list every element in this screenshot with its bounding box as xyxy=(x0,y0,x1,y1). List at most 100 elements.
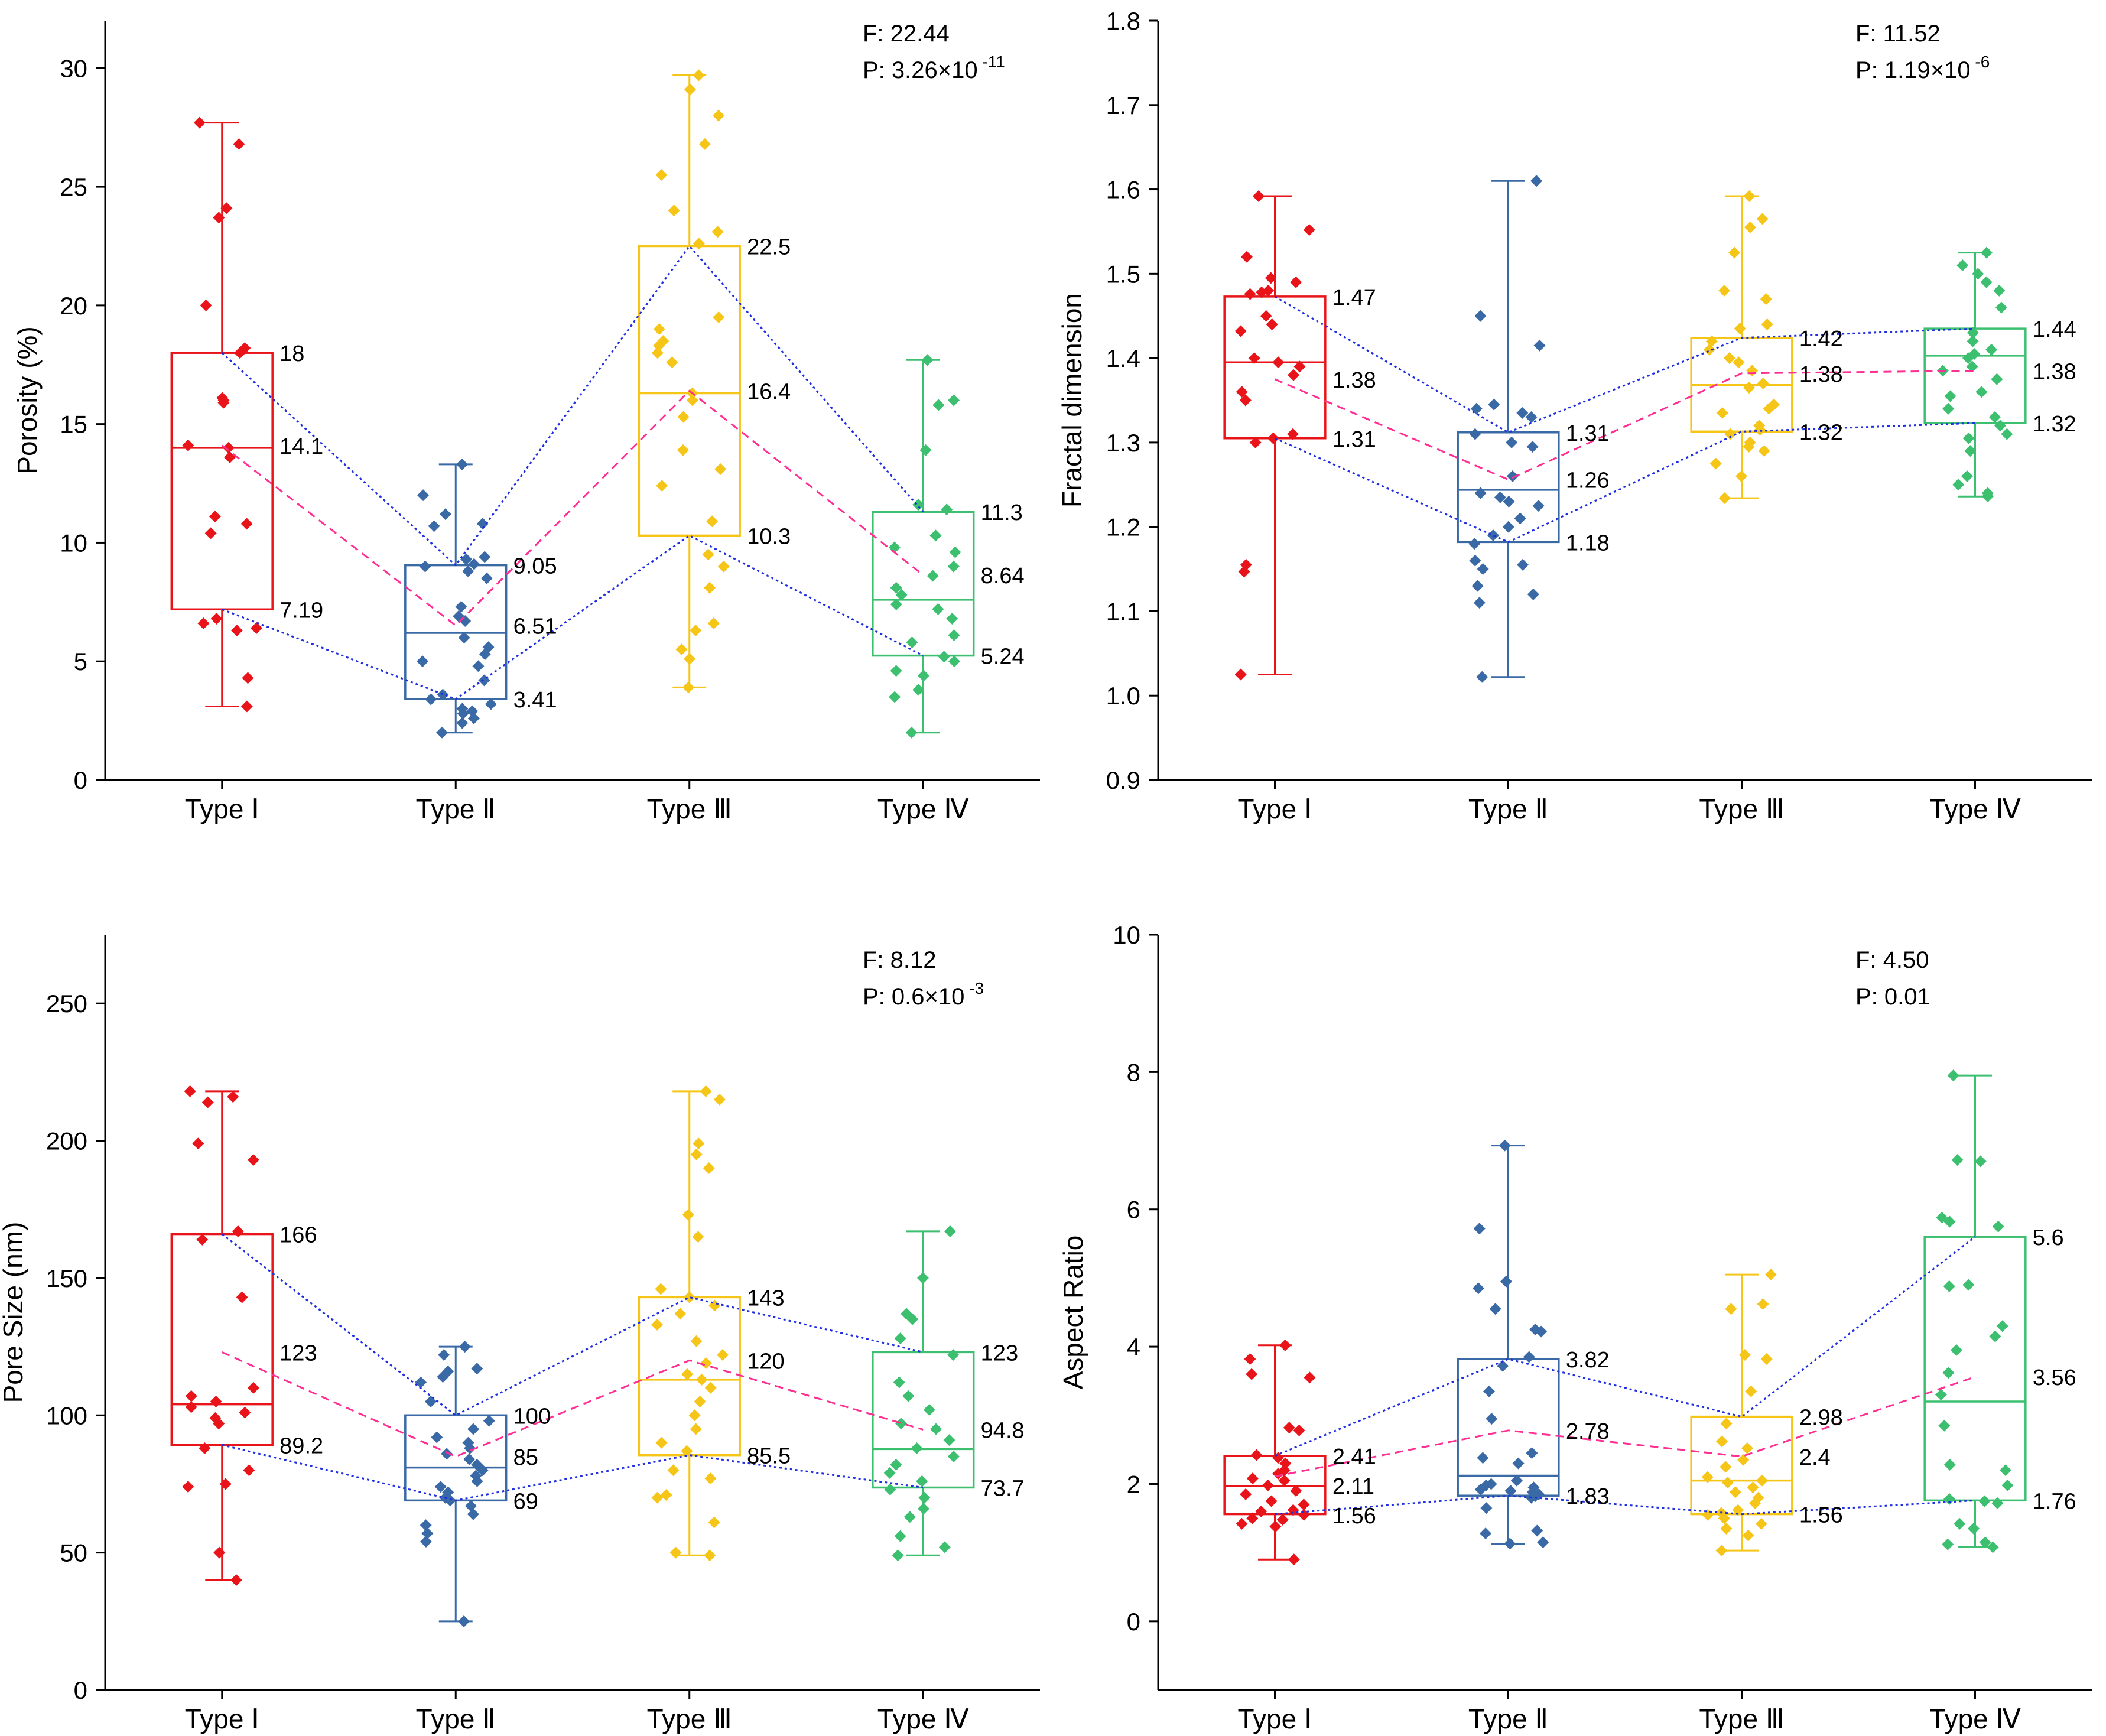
data-point xyxy=(1279,1339,1291,1351)
data-point xyxy=(224,451,236,463)
data-point xyxy=(941,503,953,516)
data-point xyxy=(1474,1483,1487,1496)
data-point xyxy=(1294,360,1306,373)
data-point xyxy=(707,617,720,629)
y-tick-label: 25 xyxy=(60,173,87,201)
mean-trend-line xyxy=(1275,1376,1975,1478)
data-point xyxy=(464,1500,477,1512)
data-point xyxy=(1968,1522,1980,1535)
data-point xyxy=(185,1401,197,1413)
data-point xyxy=(1944,1458,1956,1471)
data-point xyxy=(213,1418,225,1430)
q3-trend-line xyxy=(221,245,924,567)
data-point xyxy=(1978,1495,1991,1507)
q1-value-label: 1.18 xyxy=(1566,531,1610,555)
data-point xyxy=(458,1615,470,1627)
data-point xyxy=(185,1390,197,1402)
y-tick-label: 50 xyxy=(60,1539,87,1567)
data-point xyxy=(1516,558,1529,571)
data-point xyxy=(239,1406,251,1419)
data-point xyxy=(1476,671,1488,683)
p-value: P: 0.6×10 -3 xyxy=(863,979,984,1010)
y-tick-label: 10 xyxy=(1113,921,1140,949)
data-point xyxy=(471,1363,483,1375)
data-point xyxy=(690,1148,703,1160)
data-point xyxy=(1469,428,1481,440)
data-point xyxy=(1278,1474,1291,1487)
data-point xyxy=(713,311,725,323)
data-point xyxy=(1279,1457,1292,1470)
iqr-box xyxy=(1923,1236,2027,1502)
data-point xyxy=(1992,1220,2004,1233)
data-point xyxy=(713,109,725,122)
q1-value-label: 1.56 xyxy=(1799,1503,1843,1528)
box-type-2 xyxy=(1457,1139,1560,1550)
q3-value-label: 18 xyxy=(280,342,304,366)
data-point xyxy=(251,622,263,634)
q1-value-label: 1.31 xyxy=(1332,427,1376,452)
data-point xyxy=(651,347,664,359)
data-point xyxy=(1975,386,1988,398)
box-type-3 xyxy=(1690,1269,1793,1557)
q1-trend-line xyxy=(1274,422,1975,544)
data-point xyxy=(1703,343,1715,356)
mean-value-label: 1.26 xyxy=(1566,469,1610,493)
data-point xyxy=(1721,1477,1734,1489)
q3-value-label: 1.31 xyxy=(1566,421,1610,446)
data-point xyxy=(471,1475,483,1487)
data-point xyxy=(1716,1435,1728,1448)
data-point xyxy=(210,1396,222,1408)
data-point xyxy=(1503,495,1515,508)
data-point xyxy=(1240,251,1253,263)
data-point xyxy=(1947,1069,1959,1082)
data-point xyxy=(1250,1449,1263,1461)
data-point xyxy=(702,548,714,561)
data-point xyxy=(692,1231,704,1243)
data-point xyxy=(209,511,221,523)
data-point xyxy=(1234,668,1247,681)
data-point xyxy=(1760,1353,1773,1366)
y-tick-label: 0 xyxy=(1127,1608,1140,1636)
data-point xyxy=(476,518,489,530)
data-point xyxy=(2000,1464,2012,1477)
data-point xyxy=(704,581,716,594)
data-point xyxy=(1952,479,1965,491)
data-point xyxy=(1480,1502,1493,1514)
data-point xyxy=(457,707,469,720)
box-type-4 xyxy=(872,354,975,739)
data-point xyxy=(890,598,902,610)
data-point xyxy=(651,1318,664,1331)
q1-trend-line xyxy=(222,534,924,700)
data-point xyxy=(1980,246,1993,259)
data-point xyxy=(1935,1389,1947,1401)
q1-value-label: 5.24 xyxy=(981,645,1025,669)
data-point xyxy=(1530,175,1543,187)
data-point xyxy=(441,1448,453,1460)
data-point xyxy=(1523,1351,1535,1363)
q3-trend-line xyxy=(1274,295,1975,434)
data-point xyxy=(1238,565,1250,578)
data-point xyxy=(932,603,944,615)
data-point xyxy=(438,1349,450,1361)
y-axis-label: Aspect Ratio xyxy=(1058,1236,1088,1390)
y-tick-label: 250 xyxy=(46,990,87,1017)
y-tick-label: 1.5 xyxy=(1106,260,1140,288)
data-point xyxy=(944,1225,956,1237)
data-point xyxy=(1985,343,1998,356)
data-point xyxy=(1944,1215,1956,1228)
data-point xyxy=(918,669,930,682)
data-point xyxy=(1288,369,1300,381)
data-point xyxy=(918,1491,931,1504)
data-point xyxy=(660,1489,672,1501)
data-point xyxy=(1966,360,1978,373)
data-point xyxy=(932,399,945,411)
data-point xyxy=(656,480,668,492)
data-point xyxy=(485,698,497,710)
data-point xyxy=(1474,310,1487,322)
data-point xyxy=(1248,352,1260,365)
data-point xyxy=(696,1373,708,1386)
data-point xyxy=(417,655,429,668)
data-point xyxy=(704,1381,717,1394)
q1-value-label: 89.2 xyxy=(280,1433,323,1458)
